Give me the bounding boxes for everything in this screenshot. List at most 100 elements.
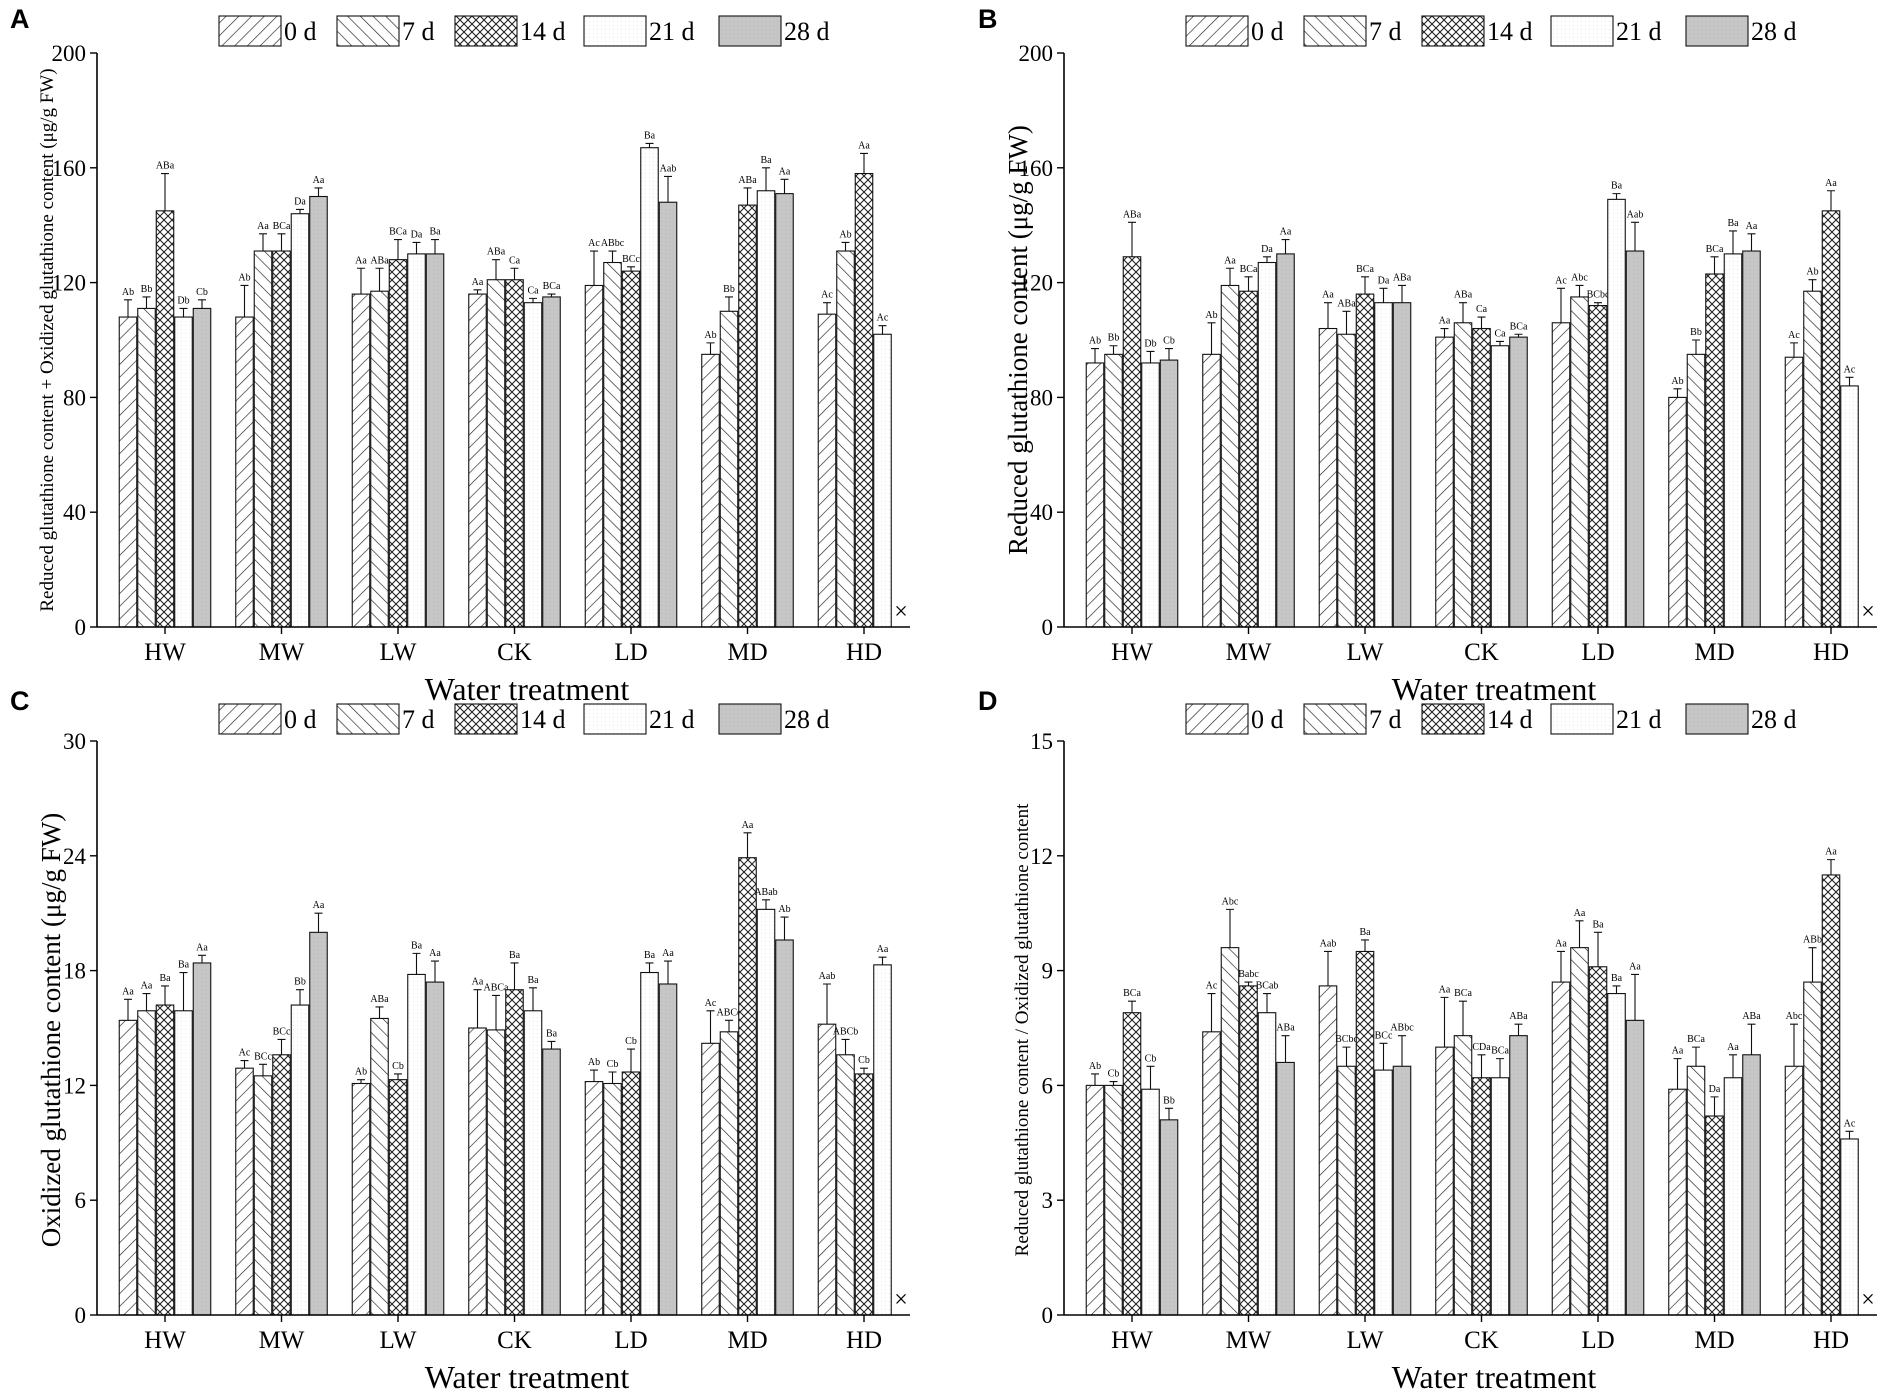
significance-label: Abc [1222, 896, 1239, 907]
bar [775, 939, 794, 1316]
bar [621, 1071, 641, 1316]
error-bar [510, 267, 519, 280]
y-tick-label: 0 [75, 1303, 87, 1328]
bar [1472, 327, 1491, 628]
y-tick-label: 160 [52, 156, 87, 181]
category-label: LW [379, 1327, 416, 1354]
significance-label: Abc [1571, 272, 1588, 283]
significance-label: Aa [877, 944, 889, 955]
bar [1220, 284, 1240, 628]
bar [155, 1004, 175, 1316]
legend: 0 d 7 d 14 d 21 d 28 d [1185, 703, 1797, 735]
panel-d: D 0 d 7 d 14 d 21 d 28 d 0 3 6 9 12 15 HW Ab Cb BCa Cb… [978, 686, 1877, 1395]
significance-label: Aa [1825, 847, 1837, 858]
bar [658, 201, 678, 628]
significance-label: Ba [1359, 927, 1371, 938]
bar [1607, 198, 1626, 628]
bar [873, 964, 892, 1316]
panel-letter: D [978, 686, 998, 716]
significance-label: Ac [1844, 1118, 1856, 1129]
legend-label: 0 d [284, 705, 317, 734]
significance-label: BCc [1375, 1030, 1393, 1041]
significance-label: Bb [141, 284, 153, 295]
y-tick-label: 9 [1042, 959, 1054, 984]
bar [1202, 1031, 1221, 1316]
error-bar [179, 971, 188, 1011]
error-bar [1244, 276, 1253, 292]
error-bar [1091, 1073, 1099, 1086]
bar [873, 333, 892, 628]
bar [1784, 1065, 1804, 1316]
significance-label: Babc [1238, 969, 1259, 980]
significance-label: Aa [196, 942, 208, 953]
error-bar [725, 296, 733, 312]
significance-label: Ca [527, 285, 539, 296]
legend-swatch [583, 703, 647, 735]
bar [658, 983, 678, 1316]
error-bar [1109, 345, 1118, 355]
significance-label: Ba [178, 960, 190, 971]
bar [137, 1010, 156, 1316]
significance-label: Ba [1611, 973, 1623, 984]
category-label: MW [1226, 1327, 1272, 1354]
error-bar [1631, 221, 1639, 252]
missing-data-marker: × [894, 599, 908, 625]
bar [118, 1019, 138, 1316]
error-bar [1281, 1035, 1290, 1063]
bar [640, 971, 659, 1316]
error-bar [608, 1071, 617, 1084]
error-bar [645, 962, 654, 973]
bar [817, 1023, 837, 1316]
error-bar [529, 297, 537, 303]
error-bar [357, 267, 365, 295]
significance-label: ABCa [484, 982, 510, 993]
category-label: HD [846, 639, 882, 666]
error-bar [1398, 284, 1406, 303]
significance-label: BCa [1687, 1034, 1705, 1045]
legend-swatch [1185, 15, 1249, 47]
significance-label: Aa [472, 277, 484, 288]
bar [290, 213, 310, 628]
y-tick-label: 200 [52, 41, 87, 66]
bar [1122, 256, 1142, 628]
error-bar [161, 172, 169, 211]
legend-label: 28 d [784, 17, 830, 46]
significance-label: Aa [1672, 1046, 1684, 1057]
legend-label: 28 d [1751, 17, 1797, 46]
bar [253, 250, 273, 628]
x-axis-title: Water treatment [425, 671, 630, 707]
significance-label: Ac [705, 998, 717, 1009]
error-bar [431, 960, 439, 983]
bar [1742, 1054, 1761, 1316]
error-bar [529, 987, 537, 1011]
error-bar [547, 293, 556, 297]
error-bar [1557, 287, 1565, 323]
error-bar [277, 1038, 286, 1055]
bar [523, 302, 543, 628]
y-tick-label: 200 [1019, 41, 1054, 66]
error-bar [860, 152, 868, 174]
error-bar [1612, 985, 1621, 994]
significance-label: Ab [1089, 1061, 1101, 1072]
significance-label: Ba [1592, 919, 1604, 930]
category-label: MD [1694, 1327, 1734, 1354]
bar [1821, 210, 1841, 628]
bar [1122, 1012, 1142, 1316]
significance-label: Aa [429, 948, 441, 959]
legend-swatch [1421, 703, 1485, 735]
panel-c: C 0 d 7 d 14 d 21 d 28 d 0 6 12 18 24 30 HW Aa Aa Ba B… [10, 686, 910, 1395]
bar [1472, 1077, 1491, 1316]
error-bar [142, 993, 151, 1011]
significance-label: Aa [858, 140, 870, 151]
error-bar [1091, 348, 1099, 363]
significance-label: ABCb [833, 1026, 859, 1037]
bar [468, 1027, 487, 1316]
error-bar [1845, 1130, 1854, 1139]
significance-label: ABa [738, 175, 757, 186]
significance-label: Bb [723, 284, 735, 295]
bar [621, 270, 641, 628]
category-label: MW [1226, 639, 1272, 666]
y-tick-label: 24 [63, 844, 87, 869]
significance-label: Aa [1825, 178, 1837, 189]
error-bar [412, 241, 421, 254]
